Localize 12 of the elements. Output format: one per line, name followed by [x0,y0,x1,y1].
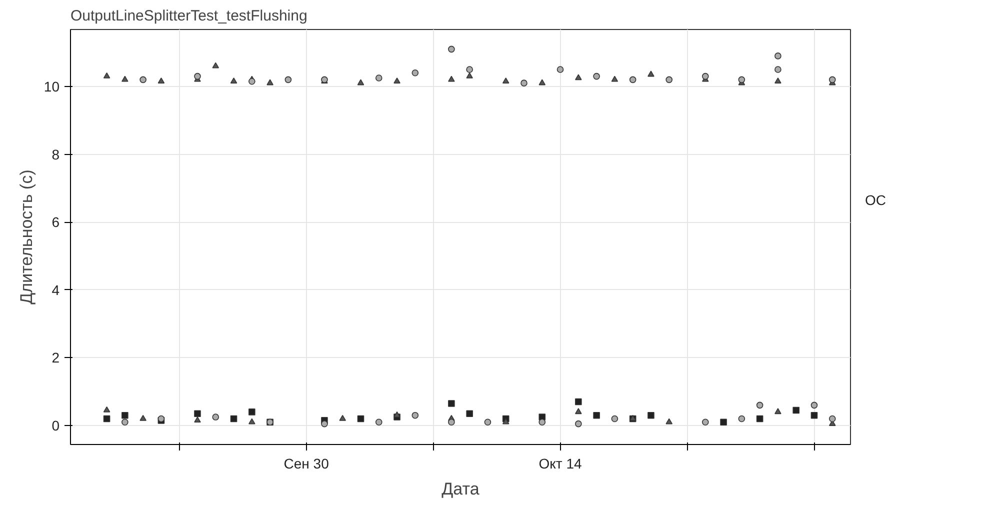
y-tick-label: 0 [52,418,60,434]
y-tick-label: 4 [52,282,60,298]
legend-title: ОС [865,191,886,210]
y-tick-label: 2 [52,350,60,366]
y-axis-title: Длительность (с) [16,170,36,304]
y-tick-label: 6 [52,214,60,230]
x-tick-label: Сен 30 [284,456,330,472]
x-tick-label: Окт 14 [538,456,582,472]
x-axis-title: Дата [442,480,480,498]
y-tick-label: 8 [52,146,60,162]
y-tick-label: 10 [44,78,60,94]
chart-title: OutputLineSplitterTest_testFlushing [70,8,308,24]
